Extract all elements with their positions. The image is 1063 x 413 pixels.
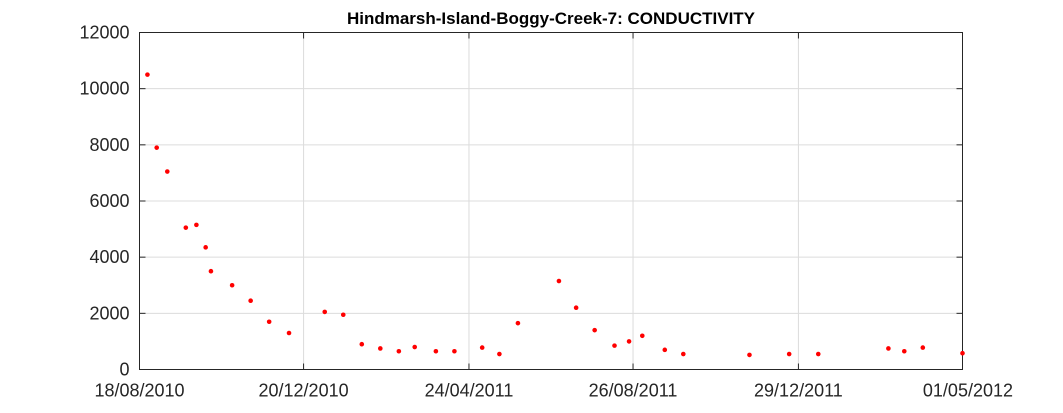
data-point	[340, 312, 346, 318]
data-point	[145, 72, 150, 77]
y-tick-label: 8000	[89, 135, 129, 155]
data-point	[612, 343, 617, 348]
data-point	[203, 245, 208, 250]
data-point	[920, 345, 926, 350]
y-tick-label: 4000	[89, 247, 129, 267]
data-point	[194, 222, 199, 228]
chart-title: Hindmarsh-Island-Boggy-Creek-7: CONDUCTI…	[347, 9, 756, 28]
x-tick-label: 01/05/2012	[923, 381, 1013, 401]
data-point	[515, 320, 521, 326]
x-tick-label: 29/12/2011	[754, 381, 843, 401]
y-tick-label: 12000	[79, 23, 129, 43]
data-point	[164, 169, 170, 174]
data-point	[497, 351, 502, 357]
data-point	[592, 327, 597, 333]
data-point	[378, 346, 383, 351]
data-point	[815, 351, 821, 357]
data-point	[747, 352, 752, 358]
data-point	[639, 333, 645, 339]
data-point	[359, 341, 365, 347]
grid	[139, 32, 963, 370]
data-point	[452, 348, 457, 354]
data-point	[786, 351, 792, 357]
y-tick-label: 6000	[89, 191, 129, 211]
y-tick-label: 0	[119, 360, 129, 380]
x-tick-label: 20/12/2010	[259, 381, 349, 401]
data-point	[681, 351, 686, 357]
data-point	[154, 145, 160, 150]
data-points	[145, 72, 965, 358]
data-point	[901, 348, 907, 354]
y-tick-label: 2000	[89, 303, 129, 323]
data-point	[433, 348, 439, 354]
data-point	[266, 319, 272, 325]
data-point	[229, 282, 235, 288]
data-point	[662, 347, 668, 353]
data-point	[208, 268, 214, 274]
data-point	[396, 348, 402, 354]
data-point	[248, 298, 253, 303]
data-point	[960, 350, 965, 356]
x-tick-label: 18/08/2010	[94, 381, 184, 401]
data-point	[412, 344, 418, 350]
data-point	[322, 309, 328, 315]
axis-ticks: 0 2000 4000 6000 8000 10000 12000 18/08/2010 20/…	[79, 23, 1013, 401]
data-point	[573, 305, 579, 311]
x-tick-label: 24/04/2011	[425, 381, 514, 401]
data-point	[886, 346, 891, 351]
data-point	[626, 339, 632, 344]
x-tick-label: 26/08/2011	[589, 381, 678, 401]
data-point	[479, 345, 485, 350]
y-tick-label: 10000	[79, 79, 129, 99]
data-point	[556, 278, 562, 284]
data-point	[183, 225, 189, 230]
data-point	[286, 330, 292, 336]
